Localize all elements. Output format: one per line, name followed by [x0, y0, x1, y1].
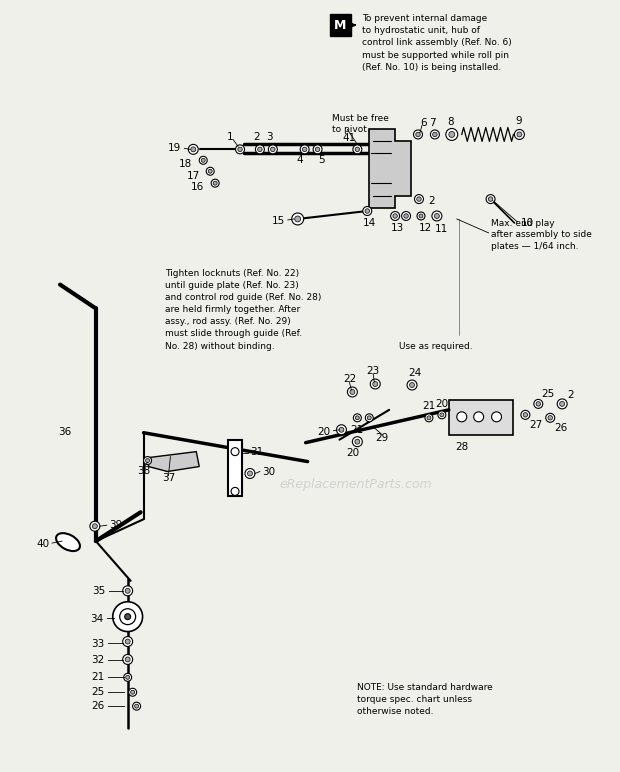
Text: 20: 20	[435, 399, 448, 409]
Text: eReplacementParts.com: eReplacementParts.com	[280, 478, 432, 491]
Text: 22: 22	[343, 374, 356, 384]
Circle shape	[417, 197, 421, 201]
Circle shape	[347, 387, 357, 397]
Circle shape	[270, 147, 275, 151]
Text: 39: 39	[108, 520, 122, 530]
Text: To prevent internal damage
to hydrostatic unit, hub of
control link assembly (Re: To prevent internal damage to hydrostati…	[362, 14, 512, 72]
Circle shape	[129, 689, 136, 696]
Circle shape	[213, 181, 217, 185]
Text: 36: 36	[58, 427, 71, 437]
Circle shape	[247, 471, 252, 476]
Circle shape	[489, 197, 493, 201]
Text: 11: 11	[435, 224, 448, 234]
Circle shape	[125, 588, 130, 594]
Text: 17: 17	[187, 171, 200, 181]
Circle shape	[355, 439, 360, 444]
Circle shape	[492, 411, 502, 422]
Circle shape	[135, 704, 139, 708]
Circle shape	[125, 639, 130, 644]
Circle shape	[427, 416, 431, 420]
Text: 32: 32	[92, 655, 105, 665]
Circle shape	[339, 427, 344, 432]
Circle shape	[363, 207, 372, 215]
Circle shape	[435, 214, 440, 218]
Circle shape	[258, 147, 262, 151]
Text: NOTE: Use standard hardware
torque spec. chart unless
otherwise noted.: NOTE: Use standard hardware torque spec.…	[357, 683, 493, 716]
Circle shape	[131, 690, 135, 694]
Circle shape	[350, 390, 355, 394]
Text: 14: 14	[363, 218, 376, 228]
Text: 19: 19	[168, 144, 182, 154]
Circle shape	[367, 416, 371, 420]
Text: 18: 18	[179, 159, 192, 169]
Text: 3: 3	[267, 133, 273, 142]
Circle shape	[370, 379, 380, 389]
Circle shape	[425, 414, 433, 422]
Circle shape	[457, 411, 467, 422]
Text: 1: 1	[227, 133, 233, 142]
Circle shape	[415, 195, 423, 204]
Circle shape	[353, 414, 361, 422]
Text: 34: 34	[91, 614, 104, 624]
Circle shape	[123, 655, 133, 665]
Circle shape	[125, 657, 130, 662]
Circle shape	[126, 676, 130, 679]
Text: 30: 30	[262, 466, 275, 476]
Circle shape	[523, 412, 528, 417]
Text: 5: 5	[318, 155, 325, 165]
Text: 21: 21	[351, 425, 364, 435]
Text: 9: 9	[515, 116, 522, 126]
Circle shape	[292, 213, 304, 225]
Text: Use as required.: Use as required.	[399, 342, 472, 351]
Circle shape	[146, 459, 149, 462]
Text: 2: 2	[254, 133, 260, 142]
Circle shape	[393, 214, 397, 218]
Circle shape	[123, 637, 133, 646]
Text: 6: 6	[420, 117, 427, 127]
Circle shape	[365, 208, 370, 213]
Circle shape	[515, 130, 525, 140]
Text: Must be free
to pivot.: Must be free to pivot.	[332, 113, 389, 134]
Circle shape	[199, 156, 207, 164]
Circle shape	[432, 211, 442, 221]
Circle shape	[404, 214, 409, 218]
Circle shape	[255, 145, 264, 154]
Text: 33: 33	[92, 638, 105, 648]
Circle shape	[355, 416, 360, 420]
Circle shape	[303, 147, 307, 151]
Text: 20: 20	[346, 448, 359, 458]
Text: 7: 7	[430, 117, 436, 127]
Circle shape	[560, 401, 565, 406]
Text: 12: 12	[418, 223, 432, 233]
Circle shape	[440, 413, 444, 417]
Circle shape	[414, 130, 422, 139]
Circle shape	[391, 212, 400, 221]
Circle shape	[236, 145, 244, 154]
Circle shape	[208, 169, 212, 173]
Text: 2: 2	[428, 196, 435, 206]
FancyBboxPatch shape	[228, 440, 242, 496]
Circle shape	[125, 614, 131, 620]
Ellipse shape	[56, 533, 80, 551]
Text: 37: 37	[162, 473, 175, 483]
Circle shape	[517, 132, 522, 137]
Text: M: M	[334, 19, 347, 32]
Circle shape	[474, 411, 484, 422]
Circle shape	[113, 601, 143, 631]
Text: Tighten locknuts (Ref. No. 22)
until guide plate (Ref. No. 23)
and control rod g: Tighten locknuts (Ref. No. 22) until gui…	[166, 269, 322, 350]
Text: 24: 24	[409, 368, 422, 378]
Circle shape	[337, 425, 347, 435]
Circle shape	[120, 608, 136, 625]
Circle shape	[231, 487, 239, 496]
Text: 21: 21	[92, 672, 105, 682]
Circle shape	[557, 399, 567, 409]
Circle shape	[313, 145, 322, 154]
Text: 26: 26	[92, 701, 105, 711]
Circle shape	[365, 414, 373, 422]
Circle shape	[206, 168, 214, 175]
Circle shape	[419, 214, 423, 218]
Circle shape	[417, 212, 425, 220]
FancyBboxPatch shape	[329, 14, 352, 36]
Text: 23: 23	[366, 366, 380, 376]
Circle shape	[316, 147, 320, 151]
